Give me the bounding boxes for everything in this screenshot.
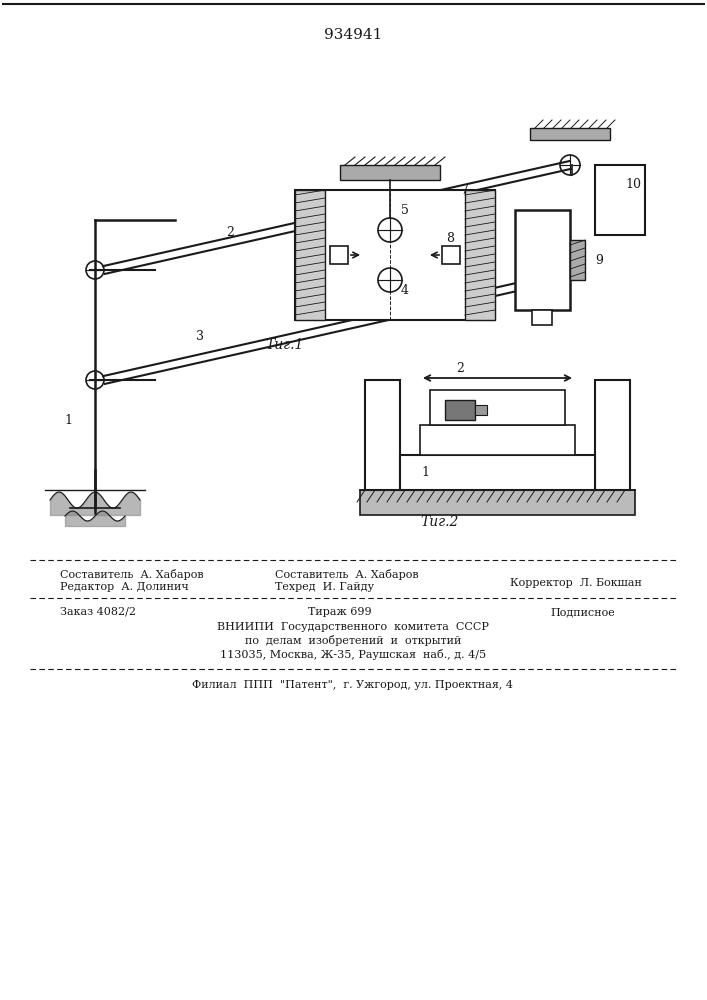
Bar [595, 165, 645, 235]
Bar [360, 490, 635, 515]
Text: 1: 1 [421, 466, 429, 479]
Bar [430, 390, 565, 425]
Text: ВНИИПИ  Государственного  комитета  СССР: ВНИИПИ Государственного комитета СССР [217, 622, 489, 632]
Bar [532, 310, 552, 325]
Text: 3: 3 [493, 434, 501, 448]
Text: 2: 2 [226, 226, 234, 238]
Text: Тираж 699: Тираж 699 [308, 607, 372, 617]
Bar [420, 425, 575, 455]
Text: Корректор  Л. Бокшан: Корректор Л. Бокшан [510, 578, 642, 588]
Text: 10: 10 [500, 403, 516, 416]
Text: Τиг.1: Τиг.1 [266, 338, 304, 352]
Bar [475, 405, 487, 415]
Bar [340, 165, 440, 180]
Text: 9: 9 [595, 253, 603, 266]
Bar [365, 380, 400, 490]
Text: 1: 1 [64, 414, 72, 426]
Bar [442, 246, 460, 264]
Text: 8: 8 [446, 232, 454, 244]
Bar [570, 240, 585, 280]
Text: 7: 7 [461, 184, 469, 196]
Bar [530, 128, 610, 140]
Bar [595, 380, 630, 490]
Bar [295, 190, 495, 320]
Text: 5: 5 [401, 204, 409, 217]
Text: Заказ 4082/2: Заказ 4082/2 [60, 607, 136, 617]
Text: 3: 3 [196, 330, 204, 344]
Bar [515, 210, 570, 310]
Text: Подписное: Подписное [550, 607, 615, 617]
Text: Филиал  ППП  "Патент",  г. Ужгород, ул. Проектная, 4: Филиал ППП "Патент", г. Ужгород, ул. Про… [192, 680, 513, 690]
Bar [330, 246, 348, 264]
Bar [400, 455, 595, 490]
Bar [445, 400, 475, 420]
Text: 6: 6 [346, 165, 354, 178]
Text: 4: 4 [401, 284, 409, 296]
Text: 2: 2 [456, 361, 464, 374]
Bar [465, 190, 495, 320]
Text: 113035, Москва, Ж-35, Раушская  наб., д. 4/5: 113035, Москва, Ж-35, Раушская наб., д. … [220, 650, 486, 660]
Text: Составитель  А. Хабаров: Составитель А. Хабаров [275, 568, 419, 580]
Text: Техред  И. Гайду: Техред И. Гайду [275, 582, 374, 592]
Text: по  делам  изобретений  и  открытий: по делам изобретений и открытий [245, 636, 461, 647]
Text: 10: 10 [625, 178, 641, 192]
Text: Редактор  А. Долинич: Редактор А. Долинич [60, 582, 189, 592]
Text: Τиг.2: Τиг.2 [421, 515, 459, 529]
Text: Составитель  А. Хабаров: Составитель А. Хабаров [60, 568, 204, 580]
Text: 934941: 934941 [324, 28, 382, 42]
Bar [295, 190, 325, 320]
